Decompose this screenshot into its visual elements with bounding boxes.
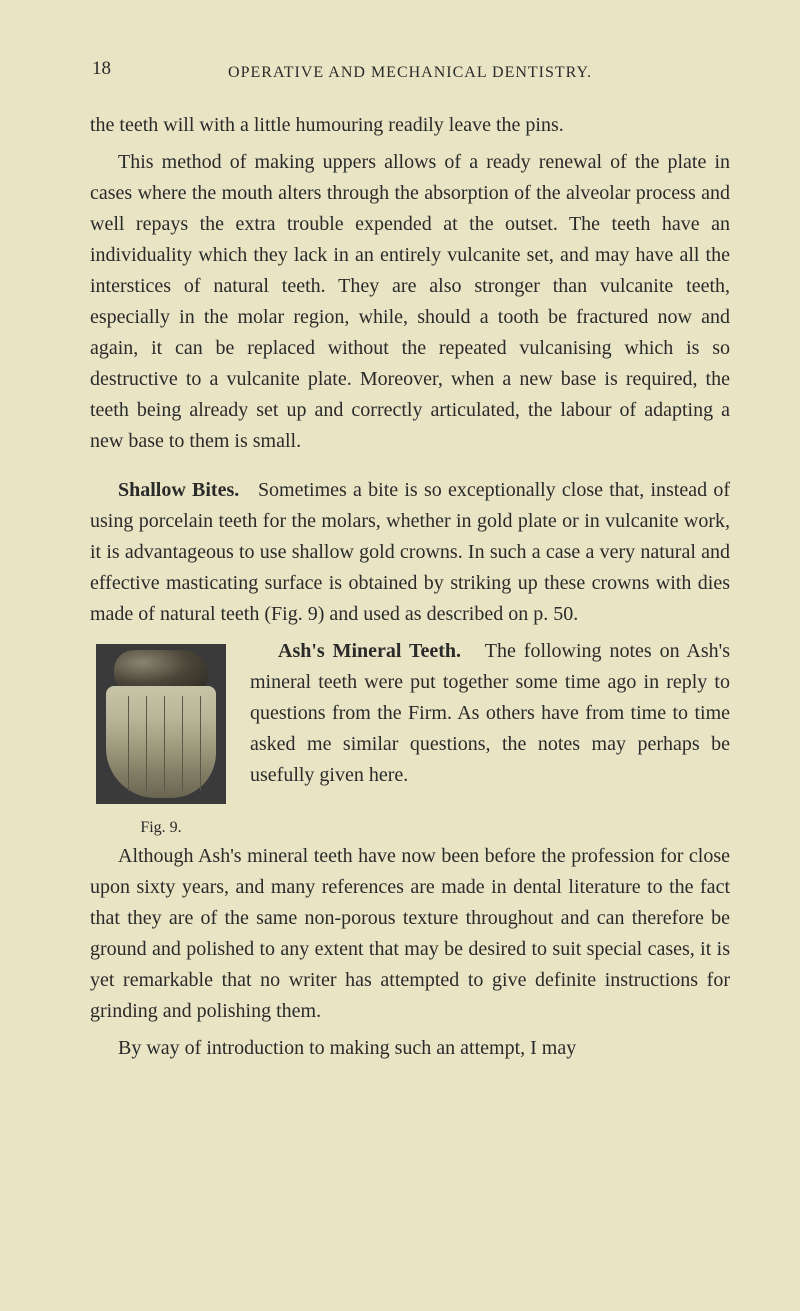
page-number: 18 — [92, 58, 111, 80]
figure-9-image — [96, 644, 226, 804]
paragraph-ash-history: Although Ash's mineral teeth have now be… — [90, 841, 730, 1027]
tooth-stripe — [164, 696, 165, 791]
body-text-container: the teeth will with a little humouring r… — [90, 110, 730, 1064]
paragraph-ash-intro: By way of introduction to making such an… — [90, 1033, 730, 1064]
paragraph-shallow-bites: Shallow Bites. Sometimes a bite is so ex… — [90, 475, 730, 630]
tooth-stripe — [128, 696, 129, 791]
tooth-stripe — [182, 696, 183, 791]
figure-9-block: Fig. 9. — [90, 644, 232, 841]
figure-text-block: Fig. 9. Ash's Mineral Teeth. The followi… — [90, 636, 730, 841]
tooth-stripe — [146, 696, 147, 791]
running-header: OPERATIVE AND MECHANICAL DENTISTRY. — [90, 64, 730, 82]
tooth-stripe — [200, 696, 201, 791]
figure-9-caption: Fig. 9. — [90, 816, 232, 841]
section-title-shallow-bites: Shallow Bites. — [118, 479, 239, 501]
section-title-ash-mineral: Ash's Mineral Teeth. — [278, 640, 461, 662]
paragraph-method: This method of making uppers allows of a… — [90, 147, 730, 457]
paragraph-continuation: the teeth will with a little humouring r… — [90, 110, 730, 141]
